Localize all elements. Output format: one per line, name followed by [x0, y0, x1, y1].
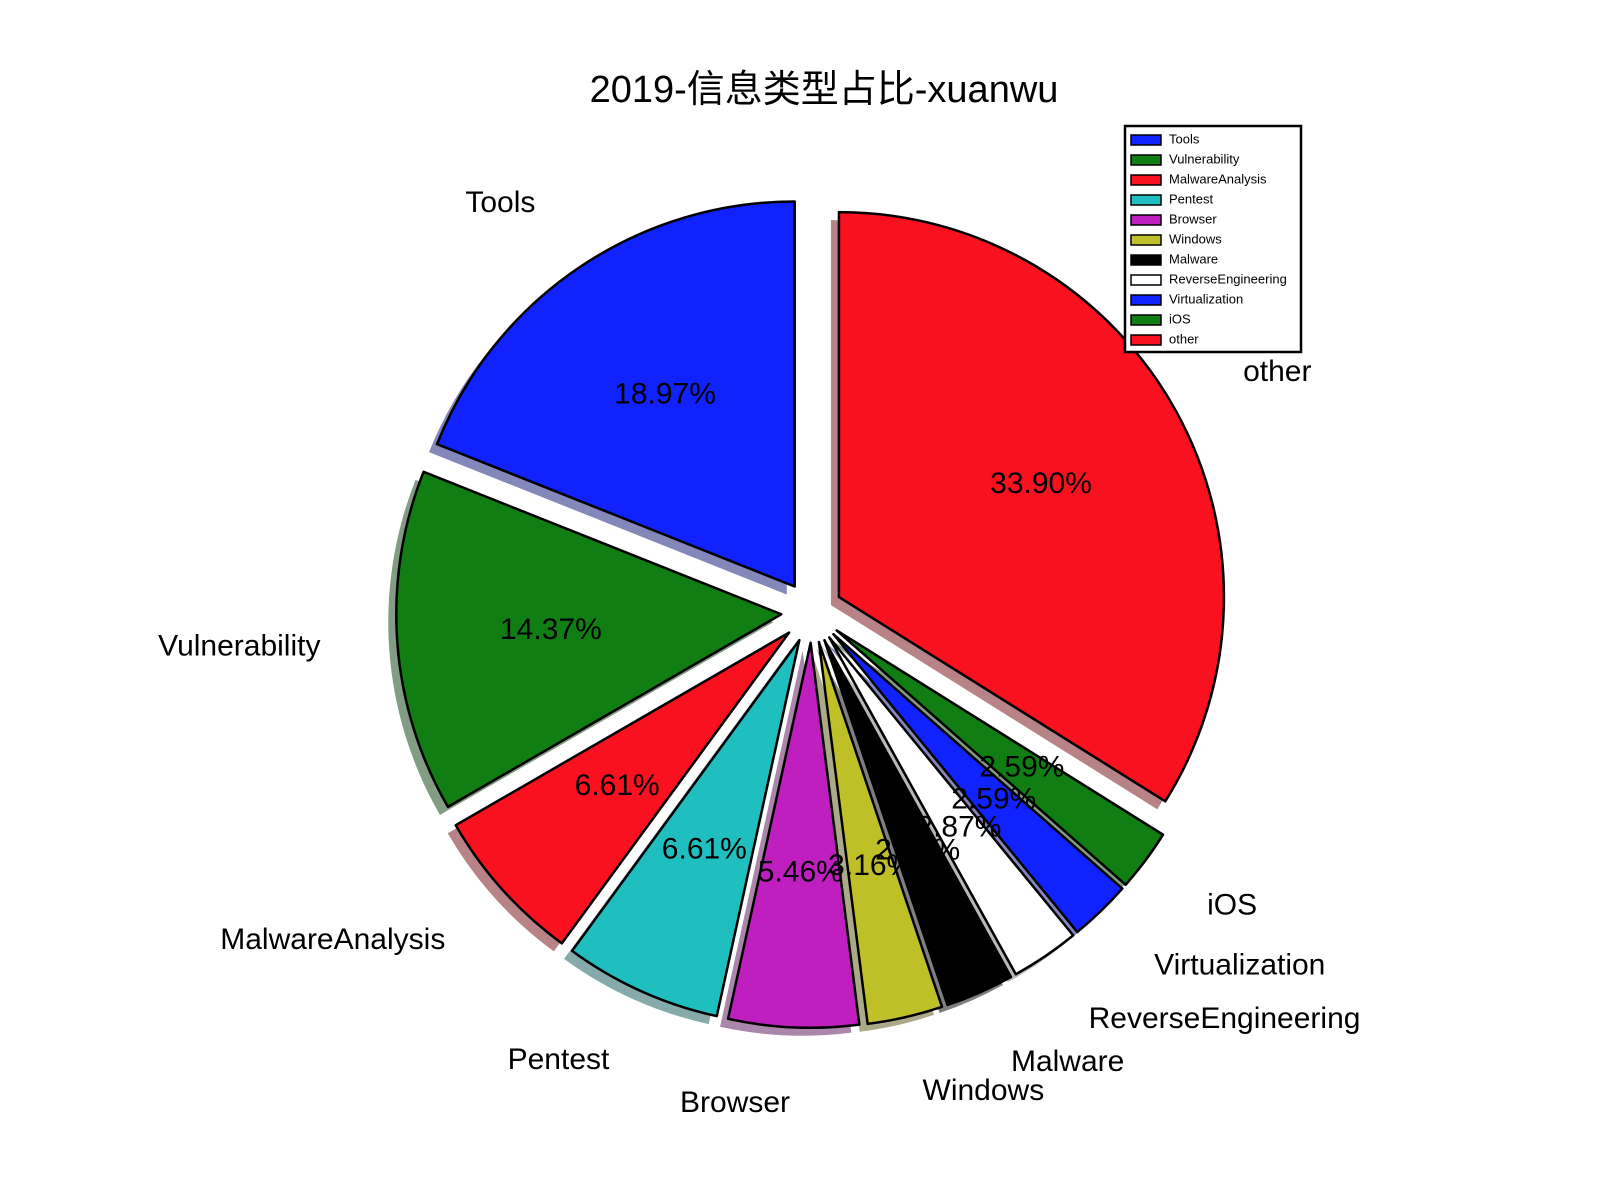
percent-label: 6.61%: [575, 769, 660, 802]
percent-label: 14.37%: [500, 613, 602, 646]
slice-label: Windows: [923, 1074, 1045, 1107]
wedge: [835, 629, 1165, 887]
slice-label: Browser: [680, 1086, 790, 1119]
legend-swatch: [1130, 174, 1162, 186]
percent-label: 2.87%: [916, 811, 1001, 844]
wedge: [726, 641, 861, 1029]
wedge: [570, 638, 801, 1018]
legend: Tools Vulnerability MalwareAnalysis Pentest…: [1123, 124, 1303, 354]
legend-label: Pentest: [1169, 191, 1213, 206]
percent-label: 6.61%: [662, 833, 747, 866]
wedge: [828, 636, 1075, 976]
slice-label: MalwareAnalysis: [220, 923, 445, 956]
legend-swatch: [1130, 234, 1162, 246]
wedge: [817, 640, 944, 1026]
wedge: [435, 200, 796, 588]
legend-label: MalwareAnalysis: [1169, 171, 1267, 186]
slice-label: Virtualization: [1154, 949, 1325, 982]
percent-label: 2.59%: [979, 750, 1064, 783]
wedge: [832, 632, 1124, 934]
legend-label: Vulnerability: [1169, 151, 1240, 166]
slice-label: Vulnerability: [158, 630, 320, 663]
slice-label: Malware: [1011, 1045, 1124, 1078]
percent-label: 2.87%: [875, 833, 960, 866]
legend-label: other: [1169, 331, 1199, 346]
percent-label: 3.16%: [828, 849, 913, 882]
slice-label: ReverseEngineering: [1089, 1002, 1361, 1035]
slice-label: iOS: [1207, 888, 1257, 921]
chart-title: 2019-信息类型占比-xuanwu: [590, 69, 1059, 111]
percent-label: 33.90%: [990, 467, 1092, 500]
wedge: [454, 631, 791, 945]
legend-label: Virtualization: [1169, 291, 1243, 306]
legend-swatch: [1130, 214, 1162, 226]
slice-label: other: [1243, 355, 1311, 388]
percent-label: 2.59%: [951, 782, 1036, 815]
legend-swatch: [1130, 134, 1162, 146]
legend-label: Windows: [1169, 231, 1222, 246]
wedge: [823, 638, 1013, 1007]
legend-label: Tools: [1169, 131, 1200, 146]
legend-swatch: [1130, 294, 1162, 306]
legend-label: ReverseEngineering: [1169, 271, 1287, 286]
legend-label: iOS: [1169, 311, 1191, 326]
legend-label: Malware: [1169, 251, 1218, 266]
legend-swatch: [1130, 274, 1162, 286]
slice-label: Pentest: [508, 1043, 610, 1076]
legend-label: Browser: [1169, 211, 1217, 226]
legend-swatch: [1130, 254, 1162, 266]
legend-swatch: [1130, 154, 1162, 166]
percent-label: 18.97%: [614, 377, 716, 410]
slice-label: Tools: [465, 186, 535, 219]
legend-swatch: [1130, 314, 1162, 326]
percent-label: 5.46%: [758, 855, 843, 888]
wedge: [837, 210, 1226, 803]
legend-swatch: [1130, 194, 1162, 206]
legend-swatch: [1130, 334, 1162, 346]
wedge: [395, 470, 783, 809]
